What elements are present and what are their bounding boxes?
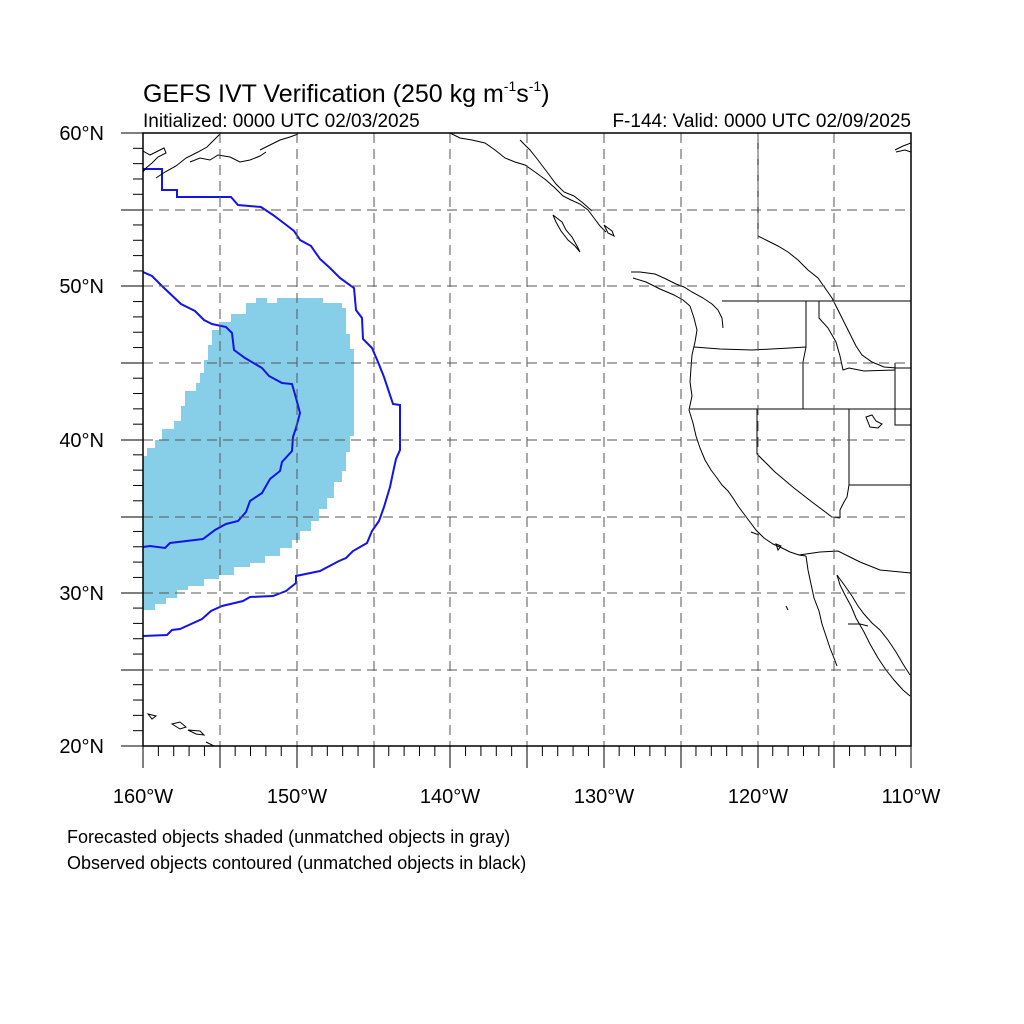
lon-label-130w: 130°W (574, 786, 634, 808)
map-title: GEFS IVT Verification (250 kg m-1s-1) (143, 78, 550, 108)
caption-forecast: Forecasted objects shaded (unmatched obj… (67, 827, 511, 847)
forecast-object (143, 298, 354, 610)
lon-label-150w: 150°W (267, 786, 327, 808)
lon-label-120w: 120°W (728, 786, 788, 808)
caption-observed: Observed objects contoured (unmatched ob… (67, 853, 527, 873)
lat-label-40: 40°N (59, 430, 104, 452)
longitude-labels: 160°W 150°W 140°W 130°W 120°W 110°W (113, 786, 941, 808)
lon-label-110w: 110°W (882, 786, 941, 808)
lon-label-160w: 160°W (113, 786, 173, 808)
valid-time-label: F-144: Valid: 0000 UTC 02/09/2025 (612, 111, 911, 132)
observed-contour-outer (143, 168, 401, 637)
lat-label-60: 60°N (59, 123, 104, 145)
lon-label-140w: 140°W (420, 786, 480, 808)
lat-label-30: 30°N (59, 583, 104, 605)
graticule (143, 133, 911, 746)
latitude-labels: 60°N 50°N 40°N 30°N 20°N (59, 123, 104, 758)
lat-label-50: 50°N (59, 276, 104, 298)
lat-label-20: 20°N (59, 736, 104, 758)
init-time-label: Initialized: 0000 UTC 02/03/2025 (143, 111, 420, 132)
axis-ticks (121, 132, 912, 768)
political-borders (690, 300, 911, 574)
